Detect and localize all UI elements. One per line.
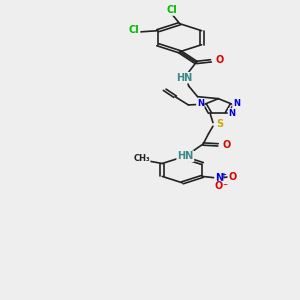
Text: N: N: [197, 99, 204, 108]
Text: Cl: Cl: [167, 5, 178, 15]
Text: N: N: [233, 99, 240, 108]
Text: HN: HN: [177, 151, 194, 161]
Text: O: O: [214, 181, 223, 191]
Text: S: S: [216, 119, 223, 129]
Text: +: +: [220, 172, 226, 178]
Text: N: N: [215, 173, 223, 183]
Text: Cl: Cl: [129, 25, 140, 35]
Text: HN: HN: [176, 73, 192, 83]
Text: N: N: [229, 109, 236, 118]
Text: O: O: [228, 172, 236, 182]
Text: ⁻: ⁻: [223, 182, 228, 192]
Text: O: O: [215, 55, 224, 65]
Text: CH₃: CH₃: [133, 154, 150, 163]
Text: O: O: [222, 140, 230, 150]
